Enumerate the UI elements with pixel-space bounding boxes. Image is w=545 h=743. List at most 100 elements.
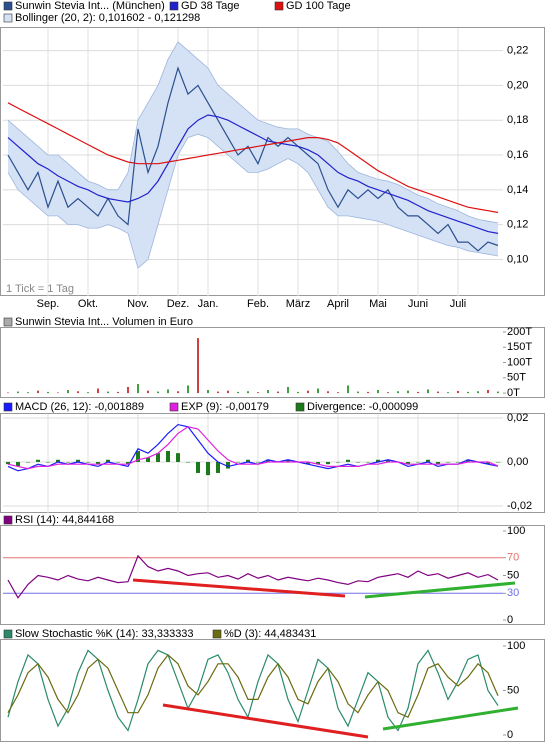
divergence-bar (176, 453, 180, 462)
divergence-bar (26, 461, 30, 463)
y-tick-label: 0 (507, 729, 513, 741)
volume-bar (387, 392, 389, 394)
y-tick-label: 100T (507, 356, 532, 368)
divergence-bar (406, 461, 410, 465)
volume-bar (177, 391, 179, 394)
divergence-bar (106, 459, 110, 462)
volume-bar (117, 391, 119, 394)
legend-label: Divergence: -0,000099 (307, 401, 418, 413)
divergence-bar (116, 461, 120, 463)
volume-bar (397, 391, 399, 394)
legend-swatch (169, 402, 179, 412)
legend-label: Slow Stochastic %K (14): 33,333333 (15, 628, 194, 640)
divergence-bar (356, 461, 360, 463)
y-tick-label: 50T (507, 372, 526, 384)
divergence-bar (146, 457, 150, 462)
y-tick-label: 0,14 (507, 184, 528, 196)
legend-swatch (295, 402, 305, 412)
trend-line (132, 578, 346, 598)
legend-label: Sunwin Stevia Int... (München) (15, 0, 165, 12)
divergence-bar (196, 461, 200, 473)
volume-bar (287, 386, 289, 394)
volume-bar (417, 391, 419, 394)
y-tick-label: 50 (507, 684, 519, 696)
volume-bar (487, 390, 489, 394)
volume-bar (297, 391, 299, 394)
divergence-bar (236, 461, 240, 463)
divergence-bar (96, 461, 100, 465)
volume-bar (357, 391, 359, 394)
volume-bar (477, 391, 479, 394)
legend-swatch (3, 13, 13, 23)
volume-bar (377, 390, 379, 394)
divergence-bar (466, 459, 470, 462)
panel-frame (0, 413, 545, 513)
volume-bar (17, 391, 19, 394)
series-line (7, 102, 499, 214)
y-tick-label: -0,02 (507, 500, 532, 512)
volume-bar (267, 390, 269, 394)
volume-bar (447, 392, 449, 394)
volume-bar (37, 390, 39, 394)
volume-bar (7, 392, 9, 394)
divergence-bar (446, 461, 450, 463)
volume-bar (187, 385, 189, 394)
series-line (7, 66, 499, 252)
y-tick-label: 0,10 (507, 253, 528, 265)
trend-line (364, 581, 516, 599)
x-tick-label: Okt. (78, 298, 98, 310)
volume-bar (137, 383, 139, 394)
divergence-bar (416, 461, 420, 463)
volume-bar (237, 391, 239, 394)
divergence-bar (246, 459, 250, 462)
divergence-bar (216, 461, 220, 473)
divergence-bar (456, 461, 460, 463)
volume-bar (367, 391, 369, 394)
divergence-bar (136, 450, 140, 462)
legend-swatch (212, 629, 222, 639)
volume-bar (157, 391, 159, 394)
divergence-bar (46, 461, 50, 463)
divergence-bar (256, 461, 260, 463)
divergence-bar (36, 459, 40, 462)
divergence-bar (226, 461, 230, 469)
volume-bar (207, 390, 209, 394)
series-line (7, 426, 499, 470)
y-tick-label: 0 (507, 614, 513, 626)
divergence-bar (376, 459, 380, 462)
divergence-bar (286, 459, 290, 462)
legend-swatch (3, 402, 13, 412)
volume-bar (217, 391, 219, 394)
divergence-bar (66, 461, 70, 463)
x-tick-label: Feb. (247, 298, 269, 310)
volume-bar (427, 389, 429, 394)
x-tick-label: Sep. (37, 298, 60, 310)
volume-bar (277, 391, 279, 394)
x-tick-label: April (327, 298, 349, 310)
volume-bar (327, 391, 329, 394)
y-tick-label: 0T (507, 387, 520, 399)
y-tick-label: 50 (507, 569, 519, 581)
divergence-bar (56, 459, 60, 462)
volume-bar (437, 391, 439, 394)
divergence-bar (366, 461, 370, 463)
volume-bar (247, 391, 249, 394)
volume-bar (347, 385, 349, 394)
x-tick-label: Juni (408, 298, 428, 310)
divergence-bar (486, 461, 490, 465)
volume-bar (317, 388, 319, 394)
x-tick-label: Mai (369, 298, 387, 310)
y-tick-label: 0,16 (507, 149, 528, 161)
x-tick-label: Dez. (167, 298, 190, 310)
divergence-bar (156, 453, 160, 462)
legend-swatch (274, 1, 284, 11)
annotation: 1 Tick = 1 Tag (6, 283, 74, 295)
volume-bar (257, 392, 259, 394)
volume-bar (77, 391, 79, 394)
divergence-bar (76, 459, 80, 462)
legend-swatch (3, 317, 13, 327)
y-tick-label: 0,20 (507, 79, 528, 91)
divergence-bar (316, 461, 320, 465)
series-line (7, 114, 499, 234)
